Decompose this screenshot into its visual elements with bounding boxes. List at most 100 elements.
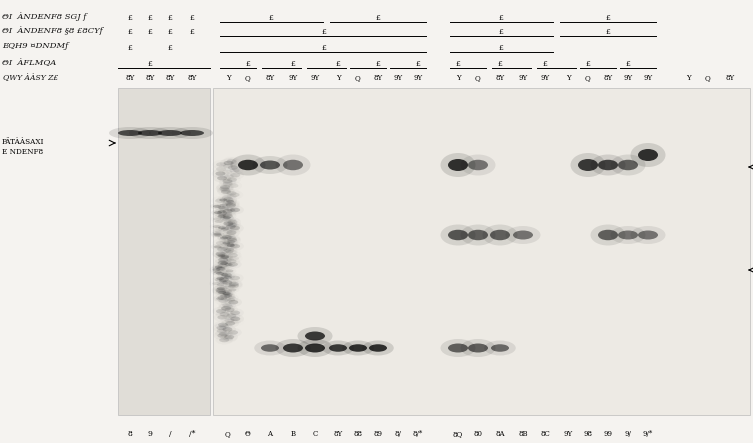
Text: 8Y: 8Y: [145, 74, 154, 82]
Ellipse shape: [227, 244, 235, 247]
Text: ΘI  ÀNDENF8 SGJ f: ΘI ÀNDENF8 SGJ f: [2, 12, 87, 21]
Ellipse shape: [223, 214, 233, 218]
Ellipse shape: [230, 168, 239, 173]
Ellipse shape: [228, 183, 239, 188]
Ellipse shape: [468, 230, 488, 240]
Ellipse shape: [222, 195, 232, 200]
Ellipse shape: [283, 343, 303, 353]
Text: 8Y: 8Y: [334, 430, 343, 438]
Ellipse shape: [226, 243, 234, 246]
Ellipse shape: [109, 127, 151, 139]
Ellipse shape: [578, 159, 598, 171]
Text: 9/*: 9/*: [643, 430, 653, 438]
Ellipse shape: [215, 267, 226, 271]
Ellipse shape: [228, 284, 236, 288]
Text: Q: Q: [585, 74, 591, 82]
Text: £: £: [605, 28, 611, 36]
Text: £: £: [498, 44, 503, 52]
Ellipse shape: [214, 234, 222, 237]
Ellipse shape: [222, 170, 232, 175]
Text: £: £: [336, 60, 340, 68]
Text: £: £: [322, 44, 327, 52]
Ellipse shape: [227, 296, 236, 299]
Ellipse shape: [212, 282, 220, 285]
Ellipse shape: [215, 198, 225, 203]
Text: 8Y: 8Y: [373, 74, 383, 82]
Ellipse shape: [217, 329, 227, 333]
Text: Y: Y: [566, 74, 570, 82]
Text: Q: Q: [225, 430, 231, 438]
Ellipse shape: [230, 244, 240, 249]
Text: B: B: [291, 430, 295, 438]
Text: £: £: [190, 28, 194, 36]
Ellipse shape: [441, 339, 475, 357]
Ellipse shape: [226, 248, 234, 251]
Text: 8C: 8C: [540, 430, 550, 438]
Ellipse shape: [638, 149, 658, 161]
Text: 8Y: 8Y: [725, 74, 735, 82]
Ellipse shape: [224, 293, 232, 296]
Bar: [118, 88, 210, 415]
Ellipse shape: [227, 177, 237, 182]
Text: ΘI  ÀFLMQA: ΘI ÀFLMQA: [2, 58, 56, 66]
Ellipse shape: [227, 253, 238, 257]
Ellipse shape: [219, 324, 229, 329]
Ellipse shape: [228, 224, 236, 227]
Text: Y: Y: [686, 74, 691, 82]
Ellipse shape: [171, 127, 213, 139]
Ellipse shape: [598, 230, 618, 240]
Ellipse shape: [223, 180, 233, 185]
Ellipse shape: [630, 226, 666, 244]
Text: 98: 98: [584, 430, 593, 438]
Ellipse shape: [224, 292, 233, 297]
Ellipse shape: [218, 254, 225, 257]
Text: 9Y: 9Y: [563, 430, 572, 438]
Ellipse shape: [218, 299, 228, 303]
Text: 9Y: 9Y: [393, 74, 403, 82]
Text: £: £: [416, 60, 420, 68]
Ellipse shape: [220, 281, 228, 284]
Ellipse shape: [590, 225, 626, 245]
Text: 9: 9: [148, 430, 152, 438]
Ellipse shape: [229, 256, 239, 260]
Ellipse shape: [219, 277, 229, 282]
Ellipse shape: [468, 343, 488, 353]
Ellipse shape: [224, 242, 235, 247]
Text: /*: /*: [189, 430, 195, 438]
Ellipse shape: [238, 160, 258, 170]
Ellipse shape: [219, 198, 227, 202]
Text: £: £: [456, 60, 460, 68]
Ellipse shape: [213, 225, 221, 228]
Text: £: £: [168, 28, 172, 36]
Ellipse shape: [215, 252, 226, 256]
Ellipse shape: [216, 277, 224, 280]
Ellipse shape: [223, 304, 233, 309]
Text: £: £: [498, 28, 503, 36]
Ellipse shape: [590, 155, 626, 175]
Ellipse shape: [219, 280, 227, 283]
Ellipse shape: [220, 185, 230, 190]
Text: £: £: [127, 44, 133, 52]
Text: £: £: [498, 60, 502, 68]
Ellipse shape: [219, 206, 229, 211]
Text: 8Q: 8Q: [453, 430, 463, 438]
Ellipse shape: [220, 294, 230, 299]
Ellipse shape: [461, 155, 495, 175]
Ellipse shape: [227, 230, 236, 235]
Ellipse shape: [221, 228, 229, 231]
Ellipse shape: [224, 295, 232, 298]
Ellipse shape: [630, 143, 666, 167]
Ellipse shape: [225, 269, 233, 272]
Text: E NDENF8: E NDENF8: [2, 148, 43, 156]
Text: £: £: [291, 60, 295, 68]
Ellipse shape: [216, 309, 226, 314]
Text: A: A: [267, 430, 273, 438]
Ellipse shape: [219, 338, 229, 342]
Text: £: £: [498, 14, 503, 22]
Ellipse shape: [230, 276, 240, 280]
Ellipse shape: [227, 159, 236, 164]
Ellipse shape: [230, 226, 240, 230]
Ellipse shape: [225, 321, 235, 326]
Text: £: £: [127, 28, 133, 36]
Ellipse shape: [215, 230, 223, 233]
